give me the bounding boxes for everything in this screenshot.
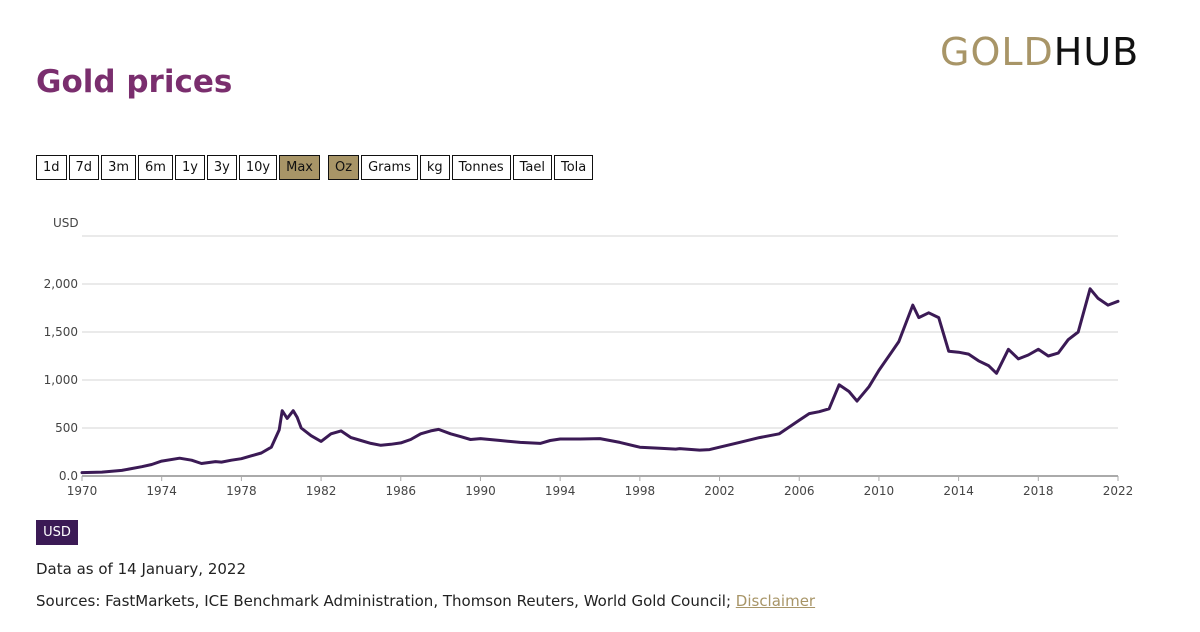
unit-selector: Oz Grams kg Tonnes Tael Tola <box>328 155 595 180</box>
x-tick-label: 2014 <box>943 484 974 498</box>
y-tick-label: 2,000 <box>44 277 78 291</box>
x-tick-label: 2006 <box>784 484 815 498</box>
chart-gridlines <box>82 235 1118 429</box>
range-button-3y[interactable]: 3y <box>206 155 237 180</box>
currency-badge-usd[interactable]: USD <box>36 520 78 545</box>
goldhub-logo[interactable]: GOLDHUB <box>940 30 1139 74</box>
series-line-usd[interactable] <box>80 287 1120 475</box>
x-tick-label: 2022 <box>1103 484 1134 498</box>
unit-button-grams[interactable]: Grams <box>361 155 418 180</box>
y-tick-label: 1,000 <box>44 373 78 387</box>
range-button-10y[interactable]: 10y <box>238 155 278 180</box>
range-button-6m[interactable]: 6m <box>138 155 173 180</box>
logo-gold-text: GOLD <box>940 30 1054 74</box>
unit-button-kg[interactable]: kg <box>419 155 450 180</box>
y-axis-ticks: 0.0 500 1,000 1,500 2,000 <box>44 277 78 483</box>
y-tick-label: 0.0 <box>59 469 78 483</box>
x-tick-label: 2002 <box>704 484 735 498</box>
time-range-selector: 1d 7d 3m 6m 1y 3y 10y Max <box>36 155 322 180</box>
unit-button-tola[interactable]: Tola <box>553 155 594 180</box>
y-tick-label: 1,500 <box>44 325 78 339</box>
sources-prefix: Sources: FastMarkets, ICE Benchmark Admi… <box>36 592 736 610</box>
range-button-max[interactable]: Max <box>279 155 321 180</box>
unit-button-tael[interactable]: Tael <box>512 155 552 180</box>
sources-text: Sources: FastMarkets, ICE Benchmark Admi… <box>36 592 815 610</box>
x-tick-label: 1998 <box>625 484 656 498</box>
y-axis-title: USD <box>53 216 79 230</box>
range-button-3m[interactable]: 3m <box>101 155 136 180</box>
x-tick-label: 2010 <box>864 484 895 498</box>
range-button-7d[interactable]: 7d <box>68 155 100 180</box>
unit-button-tonnes[interactable]: Tonnes <box>451 155 511 180</box>
page-title: Gold prices <box>36 64 233 100</box>
x-tick-label: 1974 <box>146 484 177 498</box>
y-tick-label: 500 <box>55 421 78 435</box>
x-tick-label: 1970 <box>67 484 98 498</box>
x-tick-label: 2018 <box>1023 484 1054 498</box>
x-tick-label: 1982 <box>306 484 337 498</box>
range-button-1y[interactable]: 1y <box>174 155 205 180</box>
x-tick-label: 1994 <box>545 484 576 498</box>
logo-hub-text: HUB <box>1053 30 1140 74</box>
disclaimer-link[interactable]: Disclaimer <box>735 592 816 610</box>
data-as-of: Data as of 14 January, 2022 <box>36 560 247 578</box>
x-axis-ticks: 1970 1974 1978 1982 1986 1990 1994 1998 2002 2006… <box>67 476 1134 498</box>
x-tick-label: 1990 <box>465 484 496 498</box>
range-button-1d[interactable]: 1d <box>36 155 67 180</box>
x-tick-label: 1986 <box>385 484 416 498</box>
x-tick-label: 1978 <box>226 484 257 498</box>
unit-button-oz[interactable]: Oz <box>328 155 360 180</box>
